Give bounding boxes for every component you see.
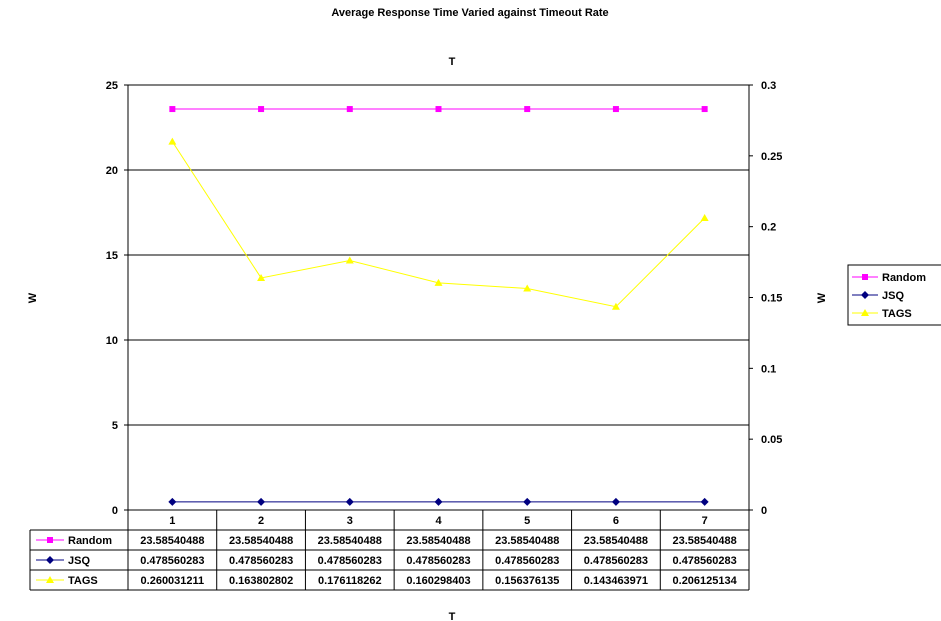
table-cell: 23.58540488 [406, 535, 470, 547]
table-cell: 23.58540488 [140, 535, 204, 547]
y-tick-label-left: 20 [106, 165, 118, 177]
plot-area [127, 84, 750, 511]
y-tick-label-left: 15 [106, 250, 118, 262]
data-point-random [612, 106, 619, 113]
table-cell: 0.143463971 [584, 575, 648, 587]
x-tick-label: 1 [169, 515, 175, 527]
table-row-label: TAGS [68, 575, 98, 587]
data-point-random [258, 106, 265, 113]
table-cell: 0.163802802 [229, 575, 293, 587]
y-axis-left: 0 5 10 15 20 25 [106, 80, 128, 517]
data-point-tags [523, 284, 532, 292]
data-point-random [169, 106, 176, 113]
legend-entry: Random [882, 272, 926, 284]
table-cell: 0.478560283 [140, 555, 204, 567]
x-tick-label: 3 [347, 515, 353, 527]
gridlines [128, 169, 749, 426]
y-axis-right: 0 0.05 0.1 0.15 0.2 0.25 0.3 [749, 80, 782, 517]
table-cell: 23.58540488 [318, 535, 382, 547]
x-tick-label: 4 [435, 515, 442, 527]
data-point-tags [345, 256, 354, 264]
y-axis-label-right: W [816, 292, 828, 303]
y-axis-label-left: W [27, 292, 39, 303]
x-tick-label: 7 [702, 515, 708, 527]
table-cell: 0.176118262 [318, 575, 382, 587]
y-tick-label-right: 0.25 [761, 151, 782, 163]
data-point-random [346, 106, 353, 113]
top-axis-label: T [449, 56, 456, 68]
y-tick-label-right: 0.1 [761, 363, 776, 375]
legend-key-marker [861, 309, 869, 316]
y-tick-label-left: 25 [106, 80, 118, 92]
chart-title: Average Response Time Varied against Tim… [331, 7, 608, 19]
table-cell: 0.206125134 [673, 575, 738, 587]
table-key-marker [46, 576, 54, 583]
table-row-label: JSQ [68, 555, 90, 567]
data-point-random [435, 106, 442, 113]
table-cell: 23.58540488 [229, 535, 293, 547]
x-tick-label: 2 [258, 515, 264, 527]
data-point-jsq [700, 497, 709, 506]
y-tick-label-left: 0 [112, 505, 118, 517]
table-key-marker [46, 556, 54, 564]
table-cell: 0.478560283 [584, 555, 648, 567]
legend-entry: JSQ [882, 290, 904, 302]
table-cell: 0.260031211 [141, 575, 205, 587]
table-cell: 0.478560283 [673, 555, 737, 567]
table-cell: 23.58540488 [673, 535, 737, 547]
data-table: 1 2 3 4 5 6 7 Random 23.58540488 23.58540488 23.58… [29, 509, 750, 591]
legend-key-marker [862, 274, 868, 280]
y-tick-label-right: 0.3 [761, 80, 776, 92]
data-point-tags [700, 213, 709, 221]
legend-entry: TAGS [882, 308, 912, 320]
y-tick-label-right: 0.15 [761, 293, 782, 305]
table-key-marker [47, 537, 53, 543]
table-cell: 0.160298403 [406, 575, 470, 587]
table-cell: 0.478560283 [406, 555, 470, 567]
x-tick-label: 6 [613, 515, 619, 527]
data-point-jsq [257, 497, 266, 506]
data-point-jsq [345, 497, 354, 506]
table-row-label: Random [68, 535, 112, 547]
data-point-tags [434, 278, 443, 286]
table-cell: 0.478560283 [495, 555, 559, 567]
data-point-tags [257, 273, 266, 281]
table-cell: 23.58540488 [584, 535, 648, 547]
y-tick-label-left: 10 [106, 335, 118, 347]
y-tick-label-right: 0.05 [761, 434, 782, 446]
data-point-jsq [611, 497, 620, 506]
table-cell: 0.478560283 [318, 555, 382, 567]
data-point-tags [168, 137, 177, 145]
data-point-random [524, 106, 531, 113]
table-cell: 0.478560283 [229, 555, 293, 567]
series-lines [168, 106, 709, 506]
data-point-random [701, 106, 708, 113]
data-point-jsq [168, 497, 177, 506]
y-tick-label-left: 5 [112, 420, 118, 432]
legend-key-marker [861, 291, 869, 299]
data-point-jsq [434, 497, 443, 506]
y-tick-label-right: 0 [761, 505, 767, 517]
x-axis-label: T [449, 611, 456, 621]
data-point-tags [611, 302, 620, 310]
data-point-jsq [523, 497, 532, 506]
table-cell: 23.58540488 [495, 535, 559, 547]
y-tick-label-right: 0.2 [761, 222, 776, 234]
x-tick-label: 5 [524, 515, 530, 527]
legend: Random JSQ TAGS [847, 264, 941, 326]
table-cell: 0.156376135 [495, 575, 559, 587]
